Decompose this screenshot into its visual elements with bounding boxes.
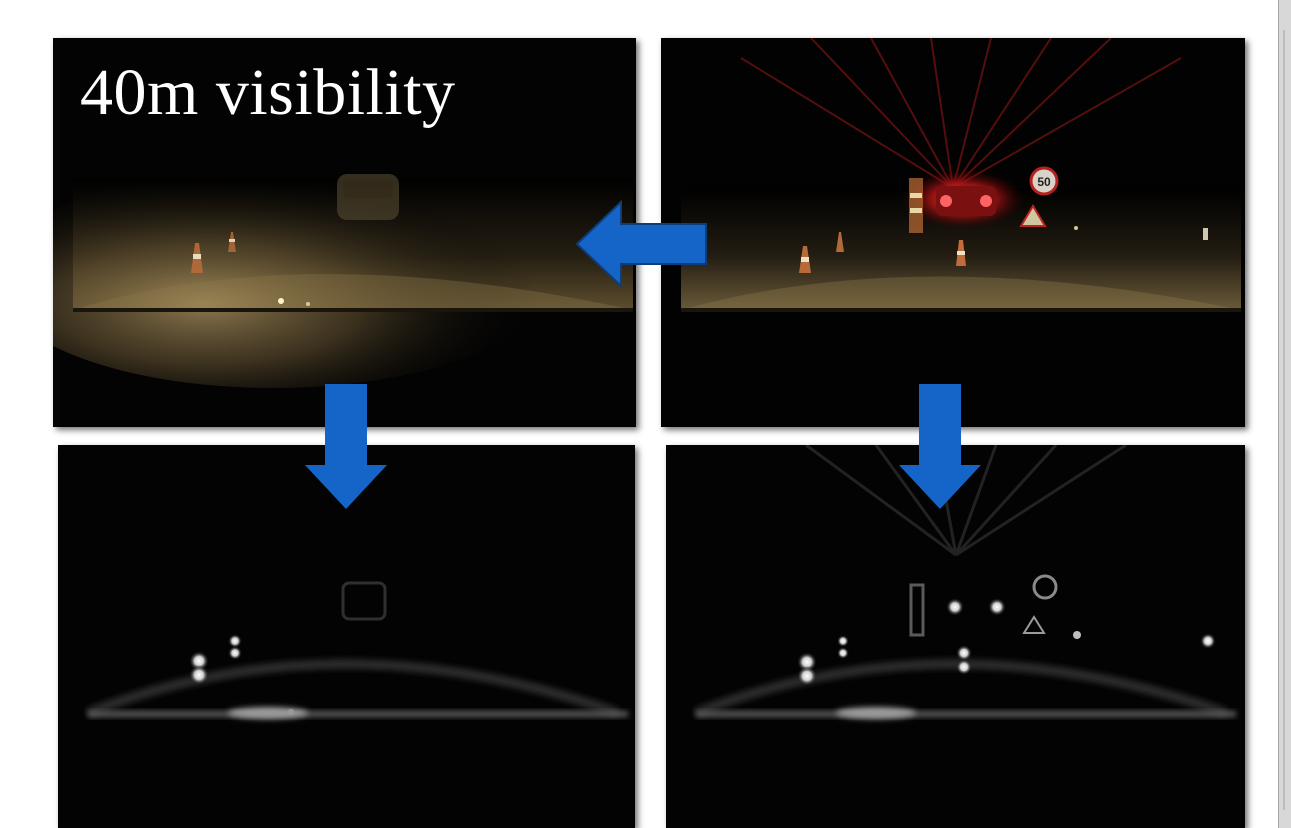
visibility-caption: 40m visibility: [80, 56, 456, 129]
foggy-processed-grayscale: [58, 445, 635, 828]
clear-processed-grayscale: [666, 445, 1245, 828]
page-edge-bar: [1278, 0, 1291, 828]
foggy-road-scene: [53, 38, 636, 427]
arrow-down-icon: [305, 384, 387, 509]
arrow-left-icon: [575, 200, 707, 288]
speed-sign-text: 50: [1037, 175, 1051, 189]
clear-road-scene: 50: [661, 38, 1245, 427]
arrow-down-icon: [899, 384, 981, 509]
